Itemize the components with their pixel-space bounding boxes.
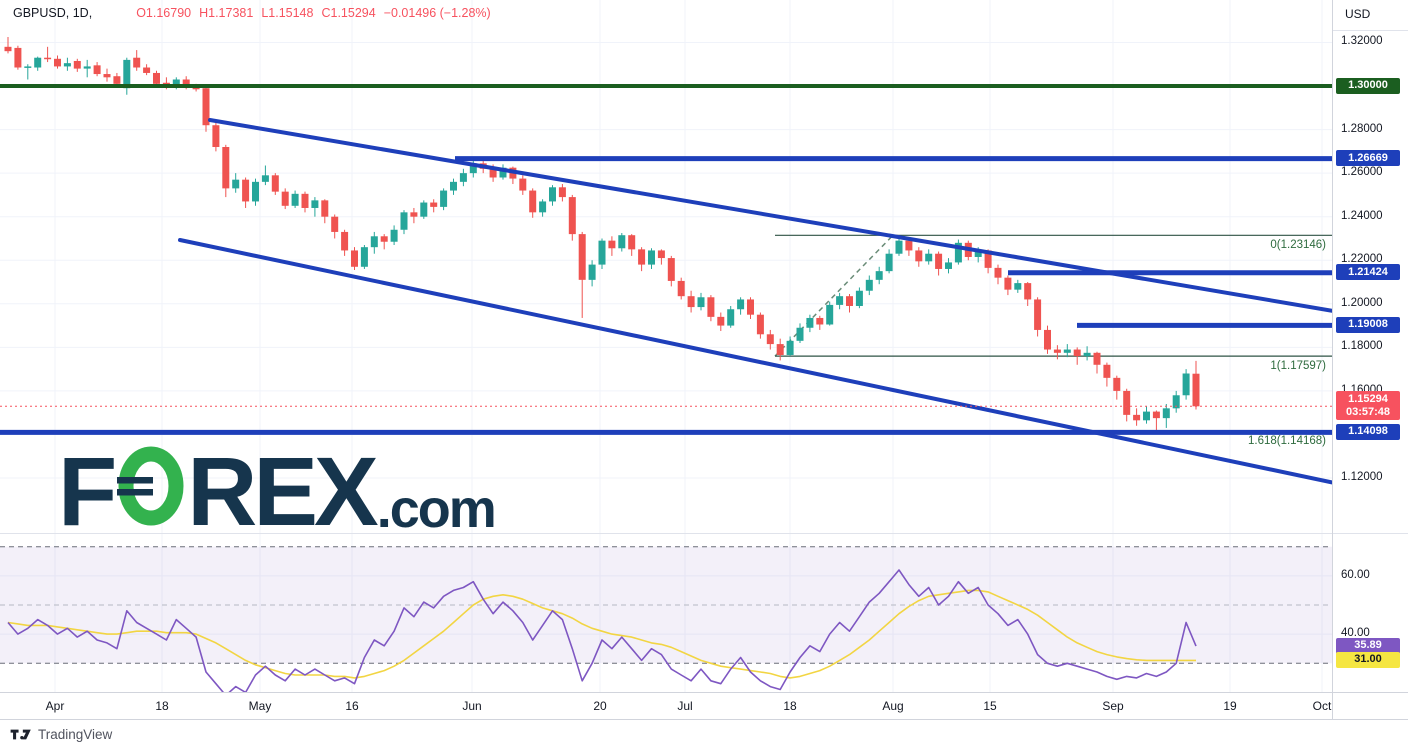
time-tick-label: 18 — [783, 699, 797, 713]
candlestick-series — [4, 37, 1200, 434]
tradingview-attribution[interactable]: TradingView — [10, 727, 112, 742]
fib-level-label: 1(1.17597) — [1270, 360, 1326, 373]
rsi-series — [7, 569, 1197, 692]
price-tick-label: 1.12000 — [1341, 471, 1383, 484]
rsi-band — [0, 546, 1332, 664]
fib-level-label: 0(1.23146) — [1270, 239, 1326, 252]
rsi-line-rsi — [7, 569, 1197, 692]
time-axis-bottom-border — [0, 719, 1408, 720]
legend-close-value: C1.15294 — [321, 6, 376, 20]
symbol-legend: GBPUSD, 1D, O1.16790 H1.17381 L1.15148 C… — [13, 6, 491, 20]
level-lines[interactable] — [0, 84, 1332, 435]
time-tick-label: Aug — [882, 699, 904, 713]
rsi-tick-label: 40.00 — [1341, 627, 1370, 640]
legend-high-value: H1.17381 — [199, 6, 254, 20]
time-tick-label: Sep — [1102, 699, 1124, 713]
price-tick-label: 1.26000 — [1341, 166, 1383, 179]
rsi-tick-label: 60.00 — [1341, 568, 1370, 581]
last-price-badge: 1.15294 03:57:48 — [1336, 391, 1400, 421]
legend-change-value: −0.01496 (−1.28%) — [383, 6, 491, 20]
tradingview-brand-text: TradingView — [38, 727, 113, 742]
symbol-title[interactable]: GBPUSD, 1D, — [13, 6, 93, 20]
time-tick-label: Jun — [462, 699, 482, 713]
level-badge-130000: 1.30000 — [1336, 77, 1400, 94]
time-tick-label: 18 — [155, 699, 169, 713]
tradingview-logo-icon — [10, 728, 32, 741]
legend-low-value: L1.15148 — [261, 6, 314, 20]
price-tick-label: 1.32000 — [1341, 35, 1383, 48]
watermark-text-rex: REX — [187, 437, 378, 547]
price-tick-label: 1.28000 — [1341, 122, 1383, 135]
price-tick-label: 1.20000 — [1341, 296, 1383, 309]
currency-label-border — [1333, 30, 1408, 31]
watermark-text-f: F — [58, 437, 117, 547]
time-axis-top-border — [0, 692, 1408, 693]
forex-com-watermark: F REX .com — [58, 437, 497, 547]
price-axis-border — [1332, 0, 1333, 719]
level-badge-121424: 1.21424 — [1336, 264, 1400, 281]
watermark-text-dotcom: .com — [376, 479, 497, 540]
price-tick-label: 1.22000 — [1341, 253, 1383, 266]
time-tick-label: 20 — [593, 699, 607, 713]
level-badge-114098: 1.14098 — [1336, 423, 1400, 440]
time-tick-label: 15 — [983, 699, 997, 713]
time-tick-label: 16 — [345, 699, 359, 713]
legend-open-value: O1.16790 — [136, 6, 192, 20]
time-tick-label: Jul — [677, 699, 693, 713]
trendlines[interactable] — [178, 117, 1332, 485]
level-badge-126669: 1.26669 — [1336, 150, 1400, 167]
time-tick-label: Oct — [1312, 699, 1332, 713]
countdown-timer: 03:57:48 — [1345, 405, 1391, 418]
rsi-value-badge: 35.89 — [1336, 637, 1400, 654]
price-tick-label: 1.24000 — [1341, 209, 1383, 222]
rsi-line-rsi-ma — [7, 589, 1196, 679]
quote-currency-label: USD — [1345, 7, 1371, 21]
time-tick-label: Apr — [45, 699, 65, 713]
price-tick-label: 1.18000 — [1341, 340, 1383, 353]
time-tick-label: May — [248, 699, 272, 713]
level-badge-119008: 1.19008 — [1336, 316, 1400, 333]
pane-separator[interactable] — [0, 533, 1408, 534]
time-tick-label: 19 — [1223, 699, 1237, 713]
forex-o-icon — [115, 446, 185, 531]
rsi-ma-value-badge: 31.00 — [1336, 651, 1400, 668]
fib-level-label: 1.618(1.14168) — [1247, 434, 1326, 447]
